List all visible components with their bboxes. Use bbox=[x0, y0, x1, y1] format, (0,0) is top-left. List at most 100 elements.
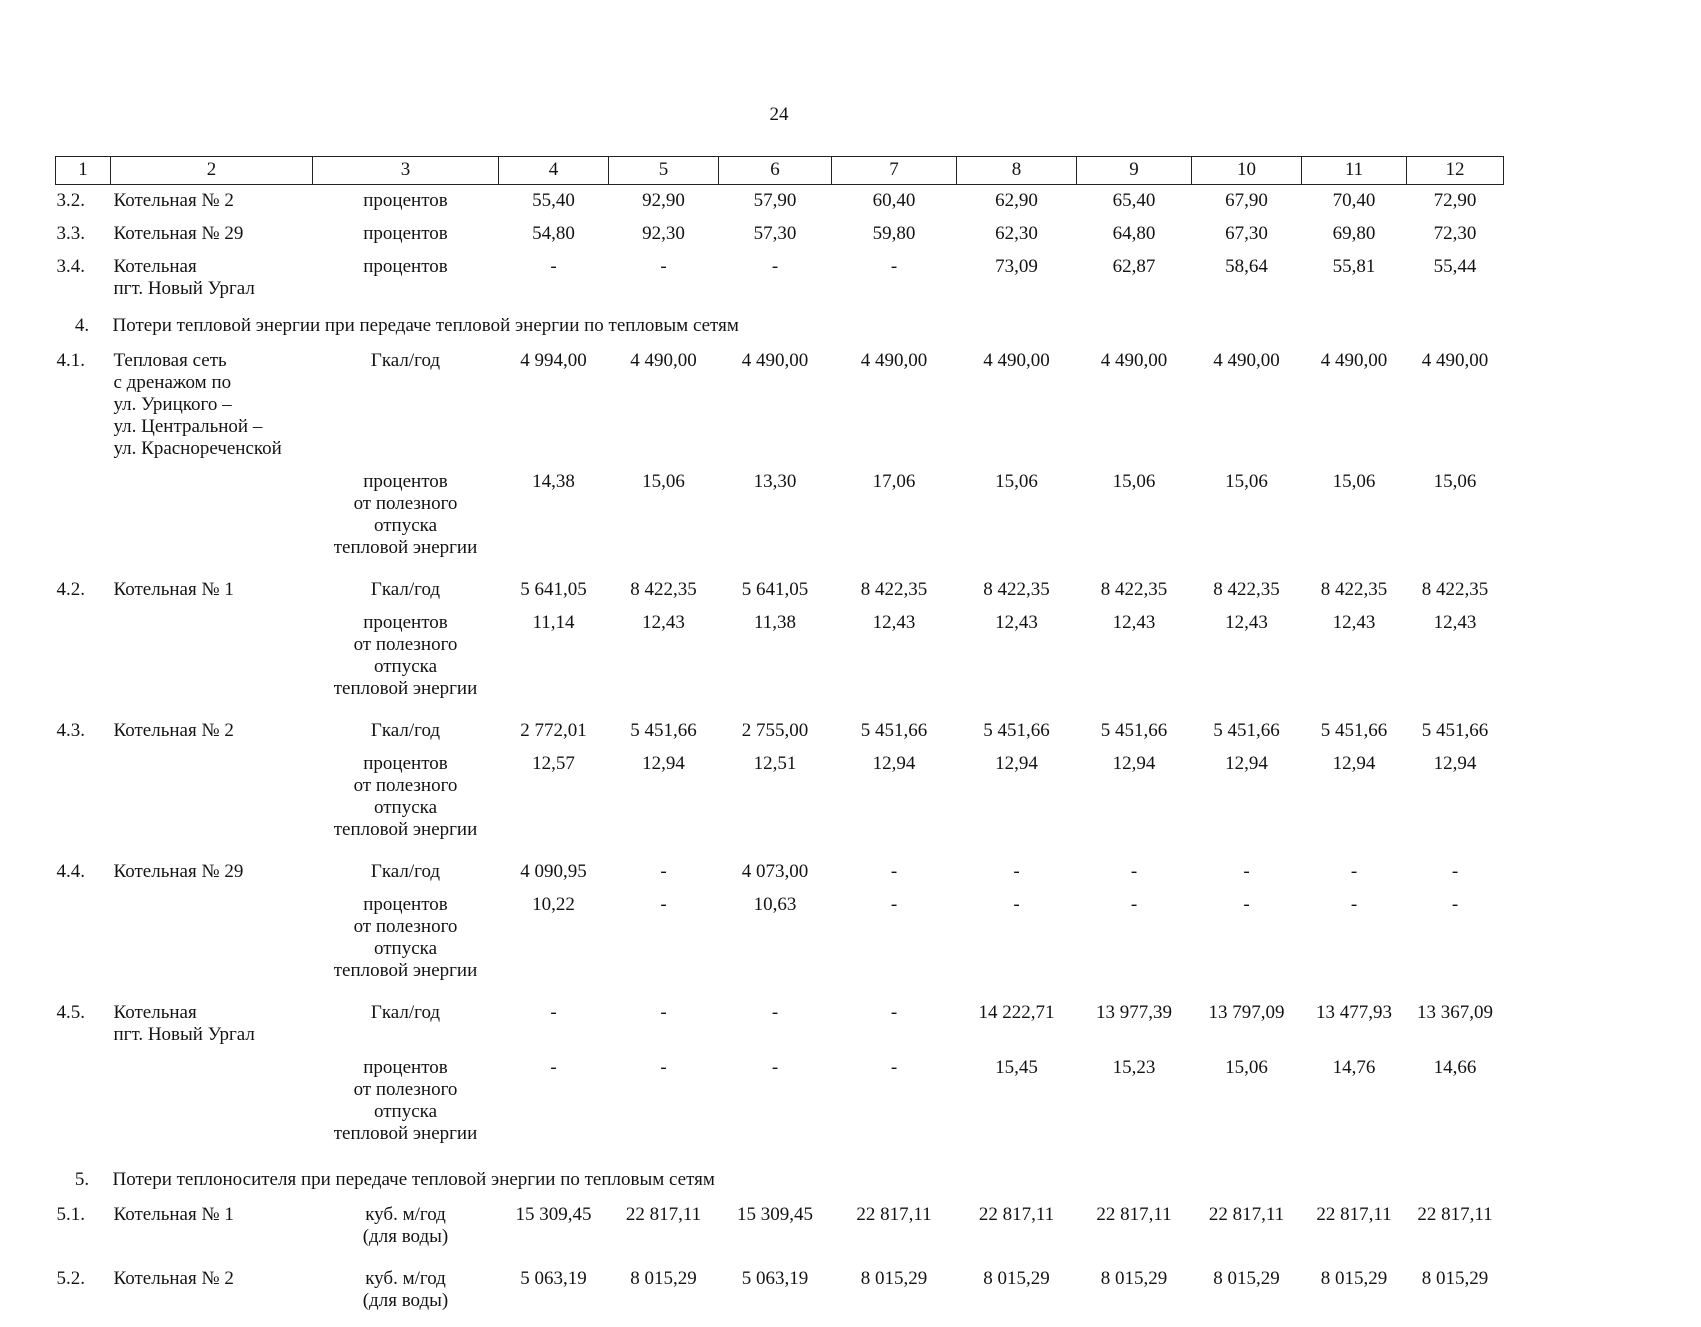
row-number: 3.2. bbox=[56, 185, 111, 219]
row-value: 4 490,00 bbox=[1407, 345, 1504, 466]
row-value: 92,30 bbox=[609, 218, 719, 251]
row-value: 13 797,09 bbox=[1192, 997, 1302, 1052]
row-value: - bbox=[832, 1052, 957, 1160]
row-value: 8 422,35 bbox=[1407, 574, 1504, 607]
row-unit: процентов bbox=[313, 251, 499, 306]
row-value: 15,06 bbox=[1192, 1052, 1302, 1160]
row-name: Котельная № 29 bbox=[111, 218, 313, 251]
row-value: 4 490,00 bbox=[719, 345, 832, 466]
row-value: 73,09 bbox=[957, 251, 1077, 306]
row-value: 5 063,19 bbox=[499, 1263, 609, 1327]
table-row: процентов от полезного отпуска тепловой … bbox=[56, 1052, 1504, 1160]
row-value: - bbox=[1407, 889, 1504, 997]
row-value: 12,94 bbox=[609, 748, 719, 856]
row-value: 12,94 bbox=[1192, 748, 1302, 856]
row-name: Котельная № 2 bbox=[111, 1263, 313, 1327]
row-value: - bbox=[832, 856, 957, 889]
row-value: 12,43 bbox=[1407, 607, 1504, 715]
row-value: 12,43 bbox=[1302, 607, 1407, 715]
column-header: 5 bbox=[609, 157, 719, 185]
row-value: 8 422,35 bbox=[1077, 574, 1192, 607]
row-value: 15 309,45 bbox=[499, 1199, 609, 1263]
row-value: 12,51 bbox=[719, 748, 832, 856]
row-value: 12,94 bbox=[1302, 748, 1407, 856]
row-name: Котельная № 29 bbox=[111, 856, 313, 889]
row-name: Котельная пгт. Новый Ургал bbox=[111, 251, 313, 306]
row-value: - bbox=[1302, 856, 1407, 889]
row-unit: процентов от полезного отпуска тепловой … bbox=[313, 466, 499, 574]
row-value: 12,94 bbox=[957, 748, 1077, 856]
row-value: 8 015,29 bbox=[1407, 1263, 1504, 1327]
row-value: - bbox=[719, 997, 832, 1052]
row-value: 69,80 bbox=[1302, 218, 1407, 251]
row-value: 67,30 bbox=[1192, 218, 1302, 251]
row-name bbox=[111, 466, 313, 574]
section-title: Потери теплоносителя при передаче теплов… bbox=[111, 1160, 1504, 1199]
row-value: 11,38 bbox=[719, 607, 832, 715]
row-number: 4.3. bbox=[56, 715, 111, 748]
row-value: 8 015,29 bbox=[957, 1263, 1077, 1327]
column-header: 1 bbox=[56, 157, 111, 185]
column-header: 7 bbox=[832, 157, 957, 185]
row-value: 15,06 bbox=[1192, 466, 1302, 574]
row-value: 17,06 bbox=[832, 466, 957, 574]
row-number: 3.3. bbox=[56, 218, 111, 251]
row-value: 8 422,35 bbox=[1192, 574, 1302, 607]
row-value: - bbox=[1077, 856, 1192, 889]
row-value: 14,76 bbox=[1302, 1052, 1407, 1160]
row-value: - bbox=[1192, 889, 1302, 997]
row-value: 67,90 bbox=[1192, 185, 1302, 219]
page-number: 24 bbox=[55, 104, 1503, 126]
row-value: 4 490,00 bbox=[1302, 345, 1407, 466]
row-name: Котельная № 1 bbox=[111, 574, 313, 607]
row-number: 5.2. bbox=[56, 1263, 111, 1327]
column-header: 2 bbox=[111, 157, 313, 185]
row-value: 12,43 bbox=[1077, 607, 1192, 715]
row-unit: процентов bbox=[313, 185, 499, 219]
row-value: 2 755,00 bbox=[719, 715, 832, 748]
row-value: 5 451,66 bbox=[1302, 715, 1407, 748]
row-value: 12,43 bbox=[1192, 607, 1302, 715]
section-number: 5. bbox=[56, 1160, 111, 1199]
column-header: 10 bbox=[1192, 157, 1302, 185]
column-header: 11 bbox=[1302, 157, 1407, 185]
row-value: 72,30 bbox=[1407, 218, 1504, 251]
row-value: 12,94 bbox=[832, 748, 957, 856]
row-value: 10,63 bbox=[719, 889, 832, 997]
row-number bbox=[56, 748, 111, 856]
row-value: 22 817,11 bbox=[832, 1199, 957, 1263]
row-name bbox=[111, 1052, 313, 1160]
row-value: - bbox=[609, 889, 719, 997]
row-name: Котельная № 2 bbox=[111, 715, 313, 748]
row-value: 12,43 bbox=[609, 607, 719, 715]
row-value: 22 817,11 bbox=[609, 1199, 719, 1263]
row-unit: Гкал/год bbox=[313, 856, 499, 889]
row-value: 22 817,11 bbox=[1192, 1199, 1302, 1263]
row-value: 92,90 bbox=[609, 185, 719, 219]
row-unit: процентов от полезного отпуска тепловой … bbox=[313, 748, 499, 856]
row-value: 4 490,00 bbox=[609, 345, 719, 466]
row-value: 4 490,00 bbox=[832, 345, 957, 466]
section-row: 4.Потери тепловой энергии при передаче т… bbox=[56, 306, 1504, 345]
row-name bbox=[111, 748, 313, 856]
row-value: 13 367,09 bbox=[1407, 997, 1504, 1052]
row-value: 15,45 bbox=[957, 1052, 1077, 1160]
row-value: 12,94 bbox=[1407, 748, 1504, 856]
row-number: 4.2. bbox=[56, 574, 111, 607]
row-unit: процентов bbox=[313, 218, 499, 251]
row-value: 22 817,11 bbox=[957, 1199, 1077, 1263]
table-row: процентов от полезного отпуска тепловой … bbox=[56, 466, 1504, 574]
row-value: - bbox=[1192, 856, 1302, 889]
row-unit: куб. м/год (для воды) bbox=[313, 1263, 499, 1327]
row-value: 55,81 bbox=[1302, 251, 1407, 306]
row-value: 15,06 bbox=[1302, 466, 1407, 574]
row-value: 14,38 bbox=[499, 466, 609, 574]
